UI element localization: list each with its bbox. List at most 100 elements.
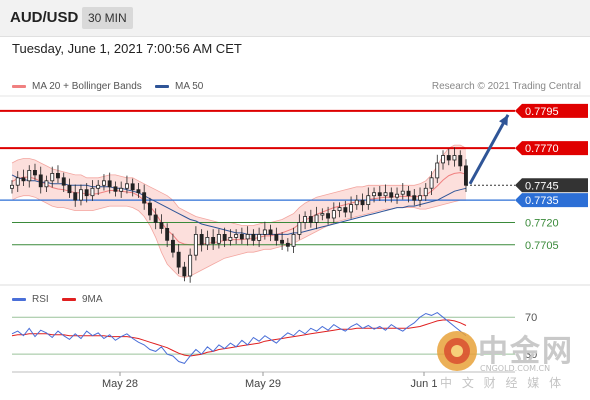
bollinger-band: [12, 145, 466, 278]
candle: [84, 189, 89, 197]
level-label-0.7720: 0.7720: [525, 217, 559, 229]
legend-rsi-ma: 9MA: [62, 294, 103, 305]
candle: [337, 207, 342, 212]
candle: [125, 183, 129, 189]
watermark-cn: 中金网: [478, 334, 574, 369]
legend-swatch-rsi: [12, 297, 26, 301]
candle: [297, 222, 302, 235]
candle: [61, 177, 66, 186]
legend-rsi-label: RSI: [32, 294, 49, 305]
bollinger-upper-line: [11, 144, 467, 226]
candle: [21, 177, 26, 182]
candle: [331, 210, 336, 219]
level-label-0.7770: 0.7770: [525, 143, 559, 155]
candle: [165, 227, 170, 241]
candle: [147, 202, 152, 216]
candle: [452, 155, 457, 161]
candle: [326, 213, 330, 219]
candle: [15, 177, 20, 186]
level-label-0.7795: 0.7795: [525, 106, 559, 118]
symbol-title: AUD/USD: [10, 9, 79, 26]
legend-swatch-bollinger: [12, 84, 26, 88]
level-label-0.7735: 0.7735: [525, 195, 559, 207]
candle: [107, 180, 112, 188]
candle: [280, 239, 284, 244]
candle: [245, 233, 250, 240]
watermark-en: CNGOLD.COM.CN: [480, 364, 551, 373]
candle: [79, 189, 83, 201]
candle: [314, 214, 319, 223]
ma50-line: [11, 174, 467, 235]
candle: [170, 239, 175, 253]
x-tick-label: Jun 1: [411, 378, 438, 390]
candle: [349, 204, 353, 213]
candle: [383, 192, 388, 197]
level-label-0.7745: 0.7745: [525, 180, 559, 192]
legend-rsi: RSI: [12, 294, 49, 305]
timeframe-badge[interactable]: 30 MIN: [82, 7, 133, 29]
level-tag-0.7745: [515, 178, 588, 193]
candle: [182, 266, 187, 277]
candle: [412, 195, 417, 201]
level-tag-0.7795: [515, 103, 588, 118]
candle: [159, 222, 164, 229]
watermark-sub: 中 文 财 经 媒 体: [440, 376, 565, 390]
candle: [285, 242, 290, 247]
candle: [251, 233, 256, 241]
x-tick-label: May 29: [245, 378, 281, 390]
candle: [268, 229, 273, 235]
legend-bollinger: MA 20 + Bollinger Bands: [12, 81, 142, 92]
rsi-ma-line: [11, 319, 467, 357]
legend-bollinger-label: MA 20 + Bollinger Bands: [32, 81, 142, 92]
candle: [354, 199, 359, 206]
candle: [257, 233, 262, 241]
candle: [274, 233, 279, 241]
level-tag-0.7770: [515, 141, 588, 156]
candle: [102, 180, 106, 186]
candle: [262, 229, 267, 235]
legend-ma50-label: MA 50: [175, 81, 204, 92]
candle: [90, 187, 95, 197]
candle: [395, 193, 399, 198]
candle: [372, 192, 376, 197]
candle: [400, 190, 405, 195]
forecast-arrow-icon: [499, 114, 508, 126]
level-label-0.7705: 0.7705: [525, 240, 559, 252]
candle: [463, 165, 468, 186]
candle: [222, 233, 227, 241]
candle: [308, 216, 313, 223]
candle: [228, 236, 233, 241]
candle: [446, 155, 451, 161]
candle: [239, 233, 244, 240]
candle: [389, 192, 394, 198]
candle: [9, 184, 14, 189]
header-bar: AUD/USD 30 MIN: [0, 0, 590, 37]
candle: [435, 162, 440, 179]
candle: [38, 174, 43, 188]
candle: [44, 180, 49, 188]
candle: [96, 184, 101, 189]
candle: [142, 192, 147, 204]
candle: [234, 233, 239, 238]
candle: [343, 207, 348, 213]
candle: [291, 233, 296, 247]
candle: [360, 199, 365, 206]
rsi-level-label-70: 70: [525, 312, 537, 324]
candle: [73, 192, 78, 201]
datetime-label: Tuesday, June 1, 2021 7:00:56 AM CET: [12, 41, 242, 56]
candle: [50, 172, 55, 182]
candle: [56, 172, 60, 179]
watermark: 中金网 CNGOLD.COM.CN 中 文 财 经 媒 体: [430, 326, 590, 392]
candle: [27, 169, 32, 182]
candle: [119, 187, 124, 192]
rsi-line: [11, 312, 467, 364]
candle: [130, 183, 135, 191]
candle: [418, 195, 422, 201]
legend-swatch-rsi-ma: [62, 297, 76, 301]
candle: [113, 186, 118, 192]
candle: [320, 213, 325, 216]
candle: [441, 155, 445, 164]
legend-rsi-ma-label: 9MA: [82, 294, 103, 305]
candle: [423, 187, 428, 197]
